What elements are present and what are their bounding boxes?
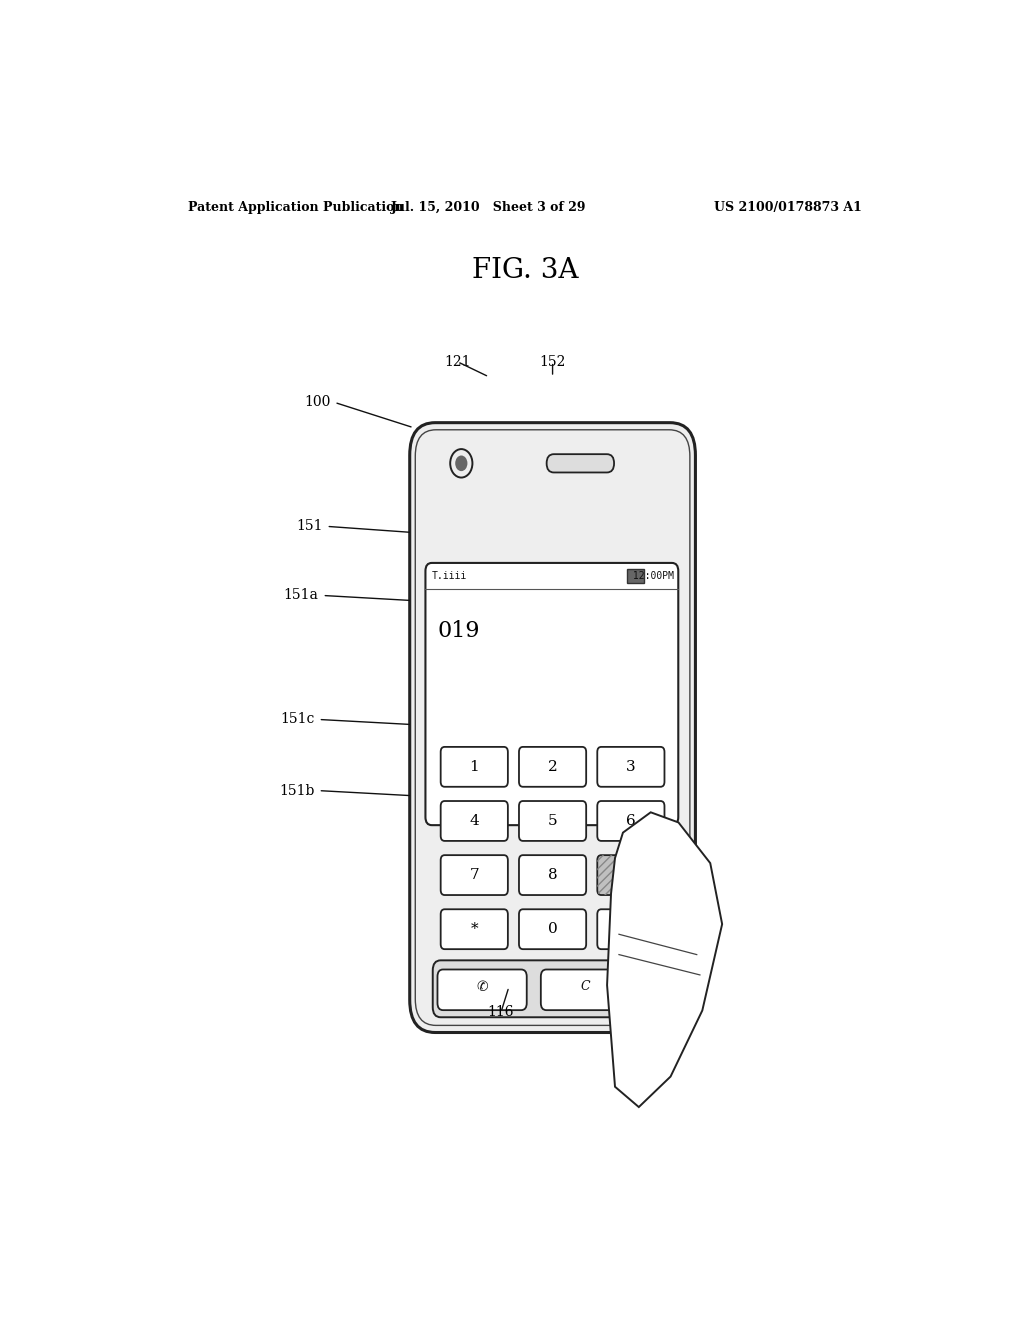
Text: 3: 3 [626, 760, 636, 774]
Text: 152: 152 [540, 355, 566, 368]
Text: ✆: ✆ [476, 979, 487, 994]
Text: 100: 100 [304, 395, 331, 409]
FancyBboxPatch shape [440, 855, 508, 895]
Text: 6: 6 [626, 814, 636, 828]
FancyBboxPatch shape [410, 422, 695, 1032]
Text: 9: 9 [626, 869, 636, 882]
FancyBboxPatch shape [433, 961, 673, 1018]
Text: 2: 2 [548, 760, 557, 774]
FancyBboxPatch shape [437, 969, 526, 1010]
Polygon shape [607, 812, 722, 1107]
Text: 121: 121 [444, 355, 471, 368]
Text: 4: 4 [469, 814, 479, 828]
FancyBboxPatch shape [519, 909, 586, 949]
Text: 151a: 151a [284, 589, 318, 602]
FancyBboxPatch shape [440, 909, 508, 949]
Text: FIG. 3A: FIG. 3A [471, 256, 579, 284]
Text: 151b: 151b [280, 784, 314, 797]
FancyBboxPatch shape [541, 969, 630, 1010]
Text: Jul. 15, 2010   Sheet 3 of 29: Jul. 15, 2010 Sheet 3 of 29 [391, 201, 587, 214]
Text: T.iiii: T.iiii [432, 572, 467, 581]
Circle shape [456, 455, 467, 471]
FancyBboxPatch shape [519, 855, 586, 895]
FancyBboxPatch shape [425, 562, 678, 825]
FancyBboxPatch shape [597, 909, 665, 949]
Text: US 2100/0178873 A1: US 2100/0178873 A1 [714, 201, 862, 214]
FancyBboxPatch shape [597, 855, 665, 895]
Text: 151c: 151c [281, 713, 314, 726]
Text: Patent Application Publication: Patent Application Publication [187, 201, 403, 214]
Text: 7: 7 [469, 869, 479, 882]
FancyBboxPatch shape [519, 801, 586, 841]
Text: 8: 8 [548, 869, 557, 882]
FancyBboxPatch shape [627, 569, 644, 582]
Text: *: * [470, 923, 478, 936]
FancyBboxPatch shape [597, 747, 665, 787]
Text: 5: 5 [548, 814, 557, 828]
FancyBboxPatch shape [440, 747, 508, 787]
Text: 019: 019 [437, 619, 480, 642]
Text: 151: 151 [296, 519, 323, 533]
Text: C: C [581, 981, 590, 993]
Text: 1: 1 [469, 760, 479, 774]
FancyBboxPatch shape [519, 747, 586, 787]
FancyBboxPatch shape [440, 801, 508, 841]
FancyBboxPatch shape [547, 454, 614, 473]
Text: 116: 116 [487, 1005, 514, 1019]
Text: 0: 0 [548, 923, 557, 936]
Text: 12:00PM: 12:00PM [628, 572, 675, 581]
FancyBboxPatch shape [597, 801, 665, 841]
